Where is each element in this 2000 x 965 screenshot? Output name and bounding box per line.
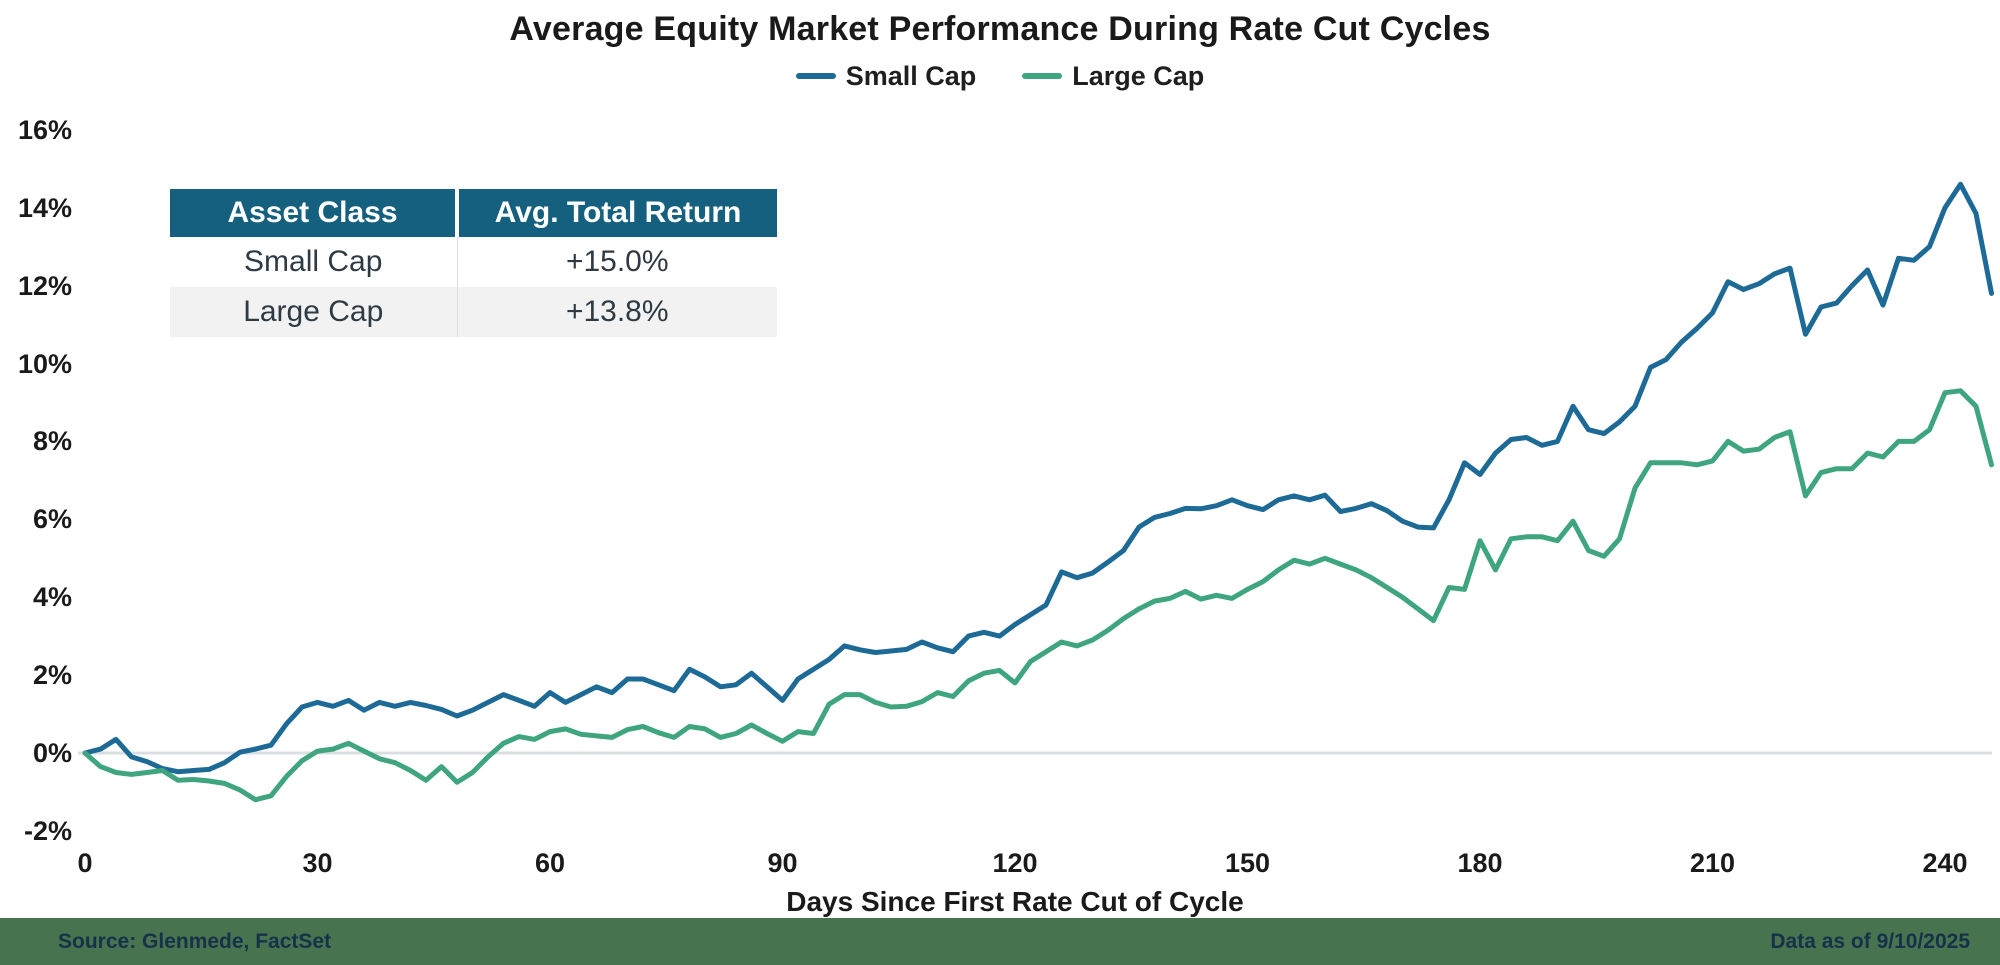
x-tick-150: 150	[1224, 848, 1271, 878]
x-tick-120: 120	[992, 848, 1038, 878]
y-tick--2: -2%	[23, 815, 72, 846]
x-axis-title: Days Since First Rate Cut of Cycle	[786, 886, 1244, 917]
x-tick-90: 90	[767, 848, 798, 878]
x-tick-180: 180	[1457, 848, 1503, 878]
large-cap-return-cell: +13.8%	[456, 287, 777, 337]
x-tick-210: 210	[1689, 848, 1736, 878]
y-tick-2: 2%	[32, 660, 72, 691]
legend-item-large-cap: Large Cap	[1022, 61, 1204, 92]
y-tick-14: 14%	[17, 192, 72, 223]
small-cap-return-cell: +15.0%	[456, 237, 777, 287]
table-row-small-cap: Small Cap +15.0%	[170, 237, 777, 287]
asset-class-header: Asset Class	[170, 189, 457, 237]
y-tick-4: 4%	[32, 582, 72, 613]
y-tick-8: 8%	[32, 426, 72, 457]
legend-label-small-cap: Small Cap	[845, 60, 977, 91]
chart-title: Average Equity Market Performance During…	[509, 10, 1491, 48]
legend-label-large-cap: Large Cap	[1072, 60, 1205, 91]
table-header-row: Asset Class Avg. Total Return	[170, 189, 777, 237]
table-row-large-cap: Large Cap +13.8%	[170, 287, 777, 337]
source-note: Source: Glenmede, FactSet	[58, 929, 332, 953]
avg-total-return-header: Avg. Total Return	[455, 189, 777, 237]
large-cap-cell: Large Cap	[170, 287, 457, 337]
chart-legend: Small Cap Large Cap	[0, 58, 2000, 94]
x-tick-0: 0	[77, 848, 93, 878]
small-cap-line	[82, 181, 1994, 775]
data-as-of-note: Data as of 9/10/2025	[1770, 929, 1970, 953]
y-tick-12: 12%	[17, 270, 72, 301]
x-tick-240: 240	[1922, 848, 1968, 878]
small-cap-cell: Small Cap	[244, 245, 383, 278]
x-tick-60: 60	[534, 848, 566, 878]
y-tick-10: 10%	[17, 348, 72, 379]
avg-return-inset-table: Asset Class Avg. Total Return Small Cap …	[170, 189, 777, 337]
footer-band: Source: Glenmede, FactSet Data as of 9/1…	[0, 918, 2000, 965]
large-cap-line	[82, 388, 1994, 803]
x-tick-30: 30	[302, 848, 333, 878]
y-tick-6: 6%	[32, 504, 72, 535]
small-cap-line-swatch	[795, 73, 836, 79]
y-tick-16: 16%	[17, 114, 72, 145]
large-cap-line-swatch	[1022, 73, 1063, 79]
y-tick-0: 0%	[32, 738, 72, 768]
legend-item-small-cap: Small Cap	[795, 60, 977, 92]
